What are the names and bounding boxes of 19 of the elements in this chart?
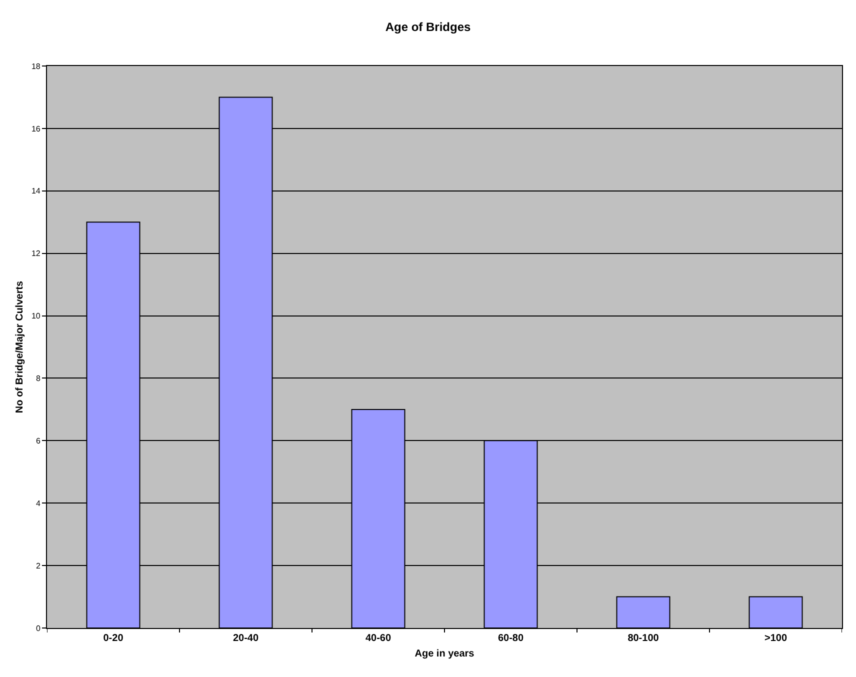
y-tick-label: 6: [36, 436, 41, 446]
x-tick-label: >100: [764, 633, 788, 644]
x-tick-label: 0-20: [103, 633, 124, 644]
x-tick-label: 20-40: [232, 633, 259, 644]
y-tick-label: 12: [31, 249, 41, 258]
y-tick-label: 4: [36, 498, 41, 508]
y-tick-label: 18: [31, 62, 41, 71]
x-tick-label: 40-60: [365, 633, 392, 644]
y-tick-label: 0: [36, 624, 41, 633]
chart-title: Age of Bridges: [385, 20, 471, 34]
y-tick-label: 16: [31, 124, 41, 134]
y-tick-label: 10: [31, 312, 41, 321]
y-tick-label: 8: [36, 374, 41, 384]
y-tick-label: 14: [31, 186, 41, 196]
x-tick-label: 60-80: [498, 633, 524, 644]
x-axis-title: Age in years: [414, 648, 475, 660]
y-tick-label: 2: [36, 561, 41, 570]
y-axis-title: No of Bridge/Major Culverts: [14, 280, 26, 414]
x-tick-label: 80-100: [628, 633, 660, 644]
